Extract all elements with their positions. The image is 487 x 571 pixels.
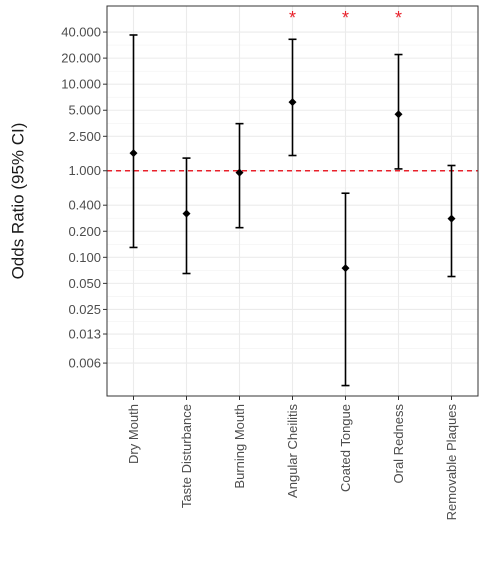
error-bar (341, 192, 350, 387)
error-bar (129, 34, 138, 249)
y-tick-label: 40.000 (61, 25, 101, 40)
x-tick-label: Angular Cheilitis (285, 404, 300, 498)
x-tick-label: Removable Plaques (444, 404, 459, 521)
y-tick-label: 0.050 (68, 276, 101, 291)
estimate-point (341, 264, 350, 273)
y-tick-label: 0.400 (68, 198, 101, 213)
y-tick-label: 0.006 (68, 356, 101, 371)
y-tick-label: 1.000 (68, 163, 101, 178)
significance-stars: * * * (289, 8, 402, 28)
y-tick-label: 0.200 (68, 224, 101, 239)
significance-star: * (289, 8, 296, 28)
x-tick-label: Burning Mouth (232, 404, 247, 489)
estimate-point (129, 149, 138, 158)
y-axis-ticks: 0.006 0.013 0.025 0.050 0.100 0.200 0.400 1.000… (61, 25, 107, 371)
x-tick-label: Coated Tongue (338, 404, 353, 492)
error-bar (288, 38, 297, 157)
y-tick-label: 20.000 (61, 51, 101, 66)
y-tick-label: 10.000 (61, 77, 101, 92)
estimate-point (235, 168, 244, 177)
estimate-points (129, 98, 456, 273)
x-axis-ticks: Dry Mouth Taste Disturbance Burning Mouth A… (126, 396, 459, 520)
y-axis-title: Odds Ratio (95% CI) (8, 123, 27, 280)
estimate-point (182, 209, 191, 218)
y-tick-label: 0.013 (68, 327, 101, 342)
estimate-point (288, 98, 297, 107)
x-tick-label: Oral Redness (391, 404, 406, 484)
estimate-point (447, 214, 456, 223)
significance-star: * (342, 8, 349, 28)
significance-star: * (395, 8, 402, 28)
y-tick-label: 2.500 (68, 129, 101, 144)
estimate-point (394, 110, 403, 119)
y-tick-label: 0.025 (68, 302, 101, 317)
y-tick-label: 0.100 (68, 250, 101, 265)
x-tick-label: Dry Mouth (126, 404, 141, 464)
x-tick-label: Taste Disturbance (179, 404, 194, 508)
y-tick-label: 5.000 (68, 103, 101, 118)
